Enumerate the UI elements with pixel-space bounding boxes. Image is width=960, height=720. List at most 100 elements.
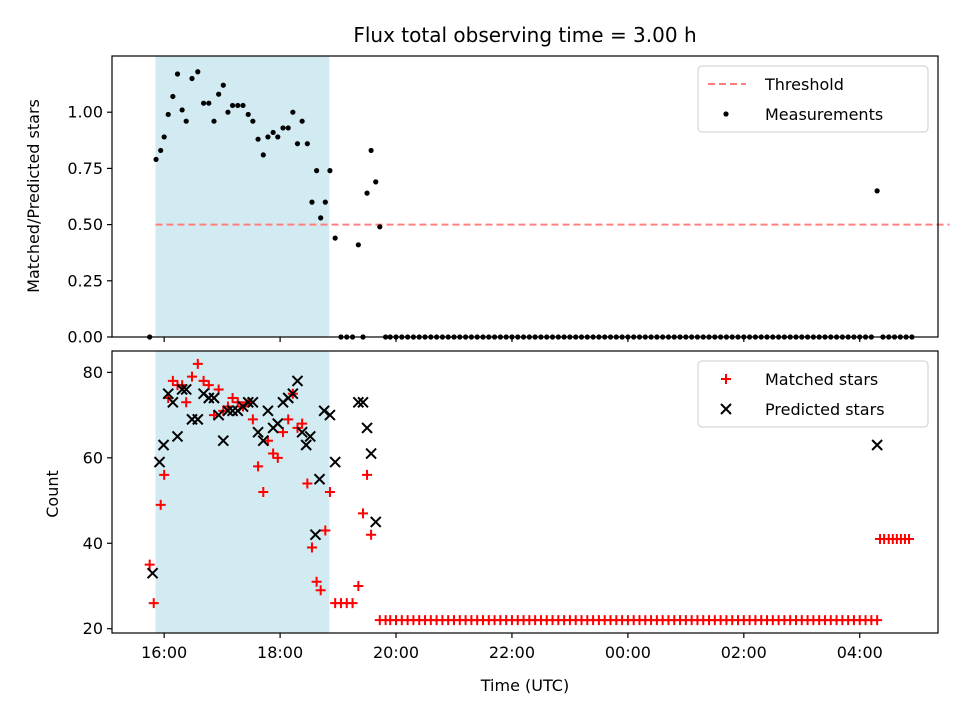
bottom-legend: Matched stars Predicted stars bbox=[697, 360, 929, 428]
matched-star-point bbox=[283, 414, 294, 425]
measurement-point bbox=[270, 129, 276, 136]
legend-label: Predicted stars bbox=[765, 400, 885, 419]
matched-star-point bbox=[366, 529, 377, 540]
predicted-star-point bbox=[329, 456, 341, 468]
measurement-point bbox=[174, 71, 181, 77]
matched-star-point bbox=[324, 487, 335, 497]
predicted-star-point bbox=[212, 409, 225, 421]
observing-window-span bbox=[155, 351, 330, 633]
top-panel-ratio: 0.00 0.25 0.50 0.75 1.00 Threshold Measurement… bbox=[67, 55, 950, 347]
matched-star-point bbox=[186, 371, 197, 382]
x-tick-label: 22:00 bbox=[489, 643, 535, 662]
measurement-point bbox=[322, 199, 328, 205]
x-tick-label: 02:00 bbox=[721, 643, 767, 662]
y-tick-label: 20 bbox=[83, 619, 103, 638]
predicted-star-point bbox=[300, 439, 312, 451]
predicted-star-point bbox=[247, 396, 259, 408]
y-tick-label: 0.00 bbox=[67, 328, 103, 347]
measurement-point bbox=[364, 190, 370, 196]
predicted-star-point bbox=[871, 439, 883, 451]
matched-star-point bbox=[320, 525, 331, 536]
predicted-star-point bbox=[242, 396, 254, 408]
measurement-point bbox=[220, 82, 226, 88]
legend-marker-swatch bbox=[720, 403, 732, 415]
y-axis-label-top: Matched/Predicted stars bbox=[24, 99, 43, 293]
matched-star-point bbox=[904, 534, 915, 544]
measurement-point bbox=[216, 91, 222, 97]
measurement-point bbox=[260, 152, 266, 158]
predicted-star-point bbox=[296, 426, 308, 438]
y-tick-label: 0.50 bbox=[67, 215, 103, 234]
matched-star-point bbox=[357, 508, 368, 519]
y-tick-label: 40 bbox=[83, 534, 103, 553]
measurement-point bbox=[355, 242, 361, 248]
predicted-star-point bbox=[309, 529, 322, 541]
legend-marker-swatch bbox=[723, 111, 729, 117]
measurement-point bbox=[304, 141, 310, 147]
predicted-star-point bbox=[208, 392, 220, 404]
measurement-point bbox=[309, 199, 315, 205]
predicted-star-point bbox=[167, 396, 179, 408]
y-axis-label-bottom: Count bbox=[43, 470, 62, 518]
predicted-star-point bbox=[361, 422, 373, 434]
top-axes-frame bbox=[111, 55, 939, 338]
legend-label: Measurements bbox=[765, 105, 883, 124]
matched-star-point bbox=[258, 487, 269, 497]
measurement-point bbox=[294, 141, 301, 147]
x-tick-label: 18:00 bbox=[257, 643, 303, 662]
matched-star-point bbox=[277, 427, 288, 438]
measurement-point bbox=[275, 134, 281, 140]
predicted-star-point bbox=[222, 405, 234, 417]
predicted-star-point bbox=[217, 435, 230, 447]
measurement-point bbox=[153, 156, 159, 163]
y-tick-label: 1.00 bbox=[67, 103, 103, 122]
top-legend: Threshold Measurements bbox=[697, 65, 929, 133]
measurement-point bbox=[280, 125, 286, 131]
predicted-star-point bbox=[203, 392, 215, 404]
measurement-point bbox=[299, 118, 305, 124]
matched-star-point bbox=[247, 414, 258, 425]
bottom-panel-counts: 20 40 60 80 16:00 18:00 20:00 22:00 00:00 02:00 04… bbox=[83, 350, 939, 662]
measurement-point bbox=[206, 100, 212, 106]
matched-star-point bbox=[302, 478, 313, 489]
predicted-star-point bbox=[272, 417, 284, 430]
predicted-star-point bbox=[162, 388, 174, 400]
measurement-point bbox=[250, 118, 256, 124]
legend-label: Threshold bbox=[764, 75, 844, 94]
predicted-star-point bbox=[352, 396, 365, 408]
matched-star-point bbox=[872, 615, 883, 626]
measurement-point bbox=[874, 188, 880, 194]
measurement-point bbox=[290, 109, 296, 115]
predicted-star-point bbox=[171, 430, 184, 443]
measurement-point bbox=[183, 118, 189, 124]
predicted-star-point bbox=[146, 567, 159, 579]
measurement-point bbox=[318, 215, 324, 221]
predicted-star-point bbox=[157, 439, 170, 451]
predicted-star-point bbox=[252, 426, 264, 438]
series-predicted-stars bbox=[146, 375, 883, 579]
measurement-point bbox=[314, 168, 320, 174]
y-tick-label: 80 bbox=[83, 363, 103, 382]
matched-star-point bbox=[148, 598, 159, 609]
matched-star-point bbox=[144, 559, 155, 570]
matched-star-point bbox=[253, 461, 264, 472]
matched-star-point bbox=[272, 452, 283, 463]
measurement-point bbox=[158, 147, 164, 154]
measurement-point bbox=[211, 118, 217, 124]
measurement-point bbox=[265, 134, 271, 140]
matched-star-point bbox=[362, 469, 373, 480]
matched-star-point bbox=[155, 499, 166, 510]
y-tick-label: 0.75 bbox=[67, 159, 103, 178]
measurement-point bbox=[255, 136, 261, 142]
x-axis-label: Time (UTC) bbox=[480, 676, 569, 695]
matched-star-point bbox=[227, 393, 238, 403]
predicted-star-point bbox=[357, 396, 369, 408]
measurement-point bbox=[161, 134, 167, 140]
measurement-point bbox=[225, 109, 231, 115]
measurement-point bbox=[179, 107, 185, 113]
matched-star-point bbox=[347, 598, 358, 609]
predicted-star-point bbox=[324, 409, 336, 421]
measurement-point bbox=[165, 111, 171, 118]
measurement-point bbox=[245, 111, 251, 118]
